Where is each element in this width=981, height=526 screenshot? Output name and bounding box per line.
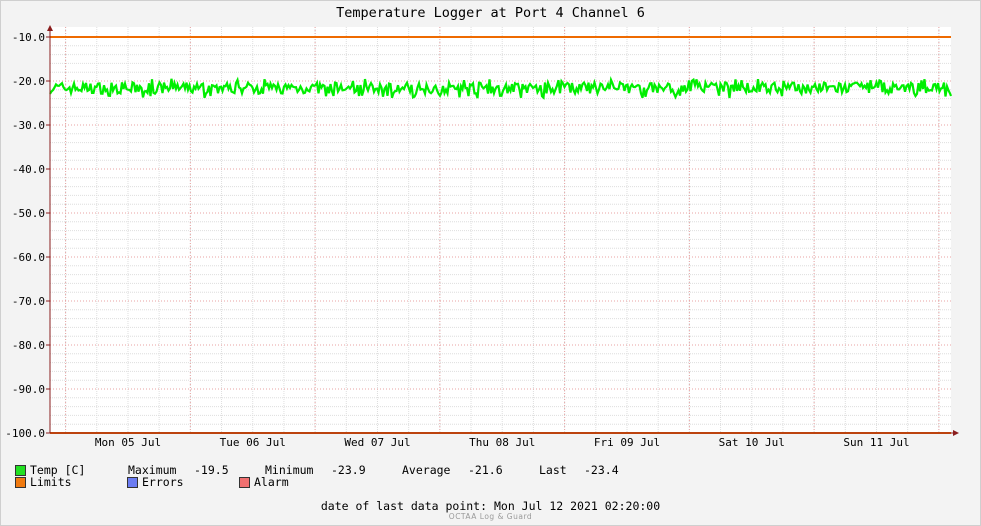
maximum-value: -19.5 xyxy=(194,463,229,477)
temp-legend-swatch xyxy=(15,465,26,476)
x-tick-label: Sun 11 Jul xyxy=(843,436,909,449)
chart-title: Temperature Logger at Port 4 Channel 6 xyxy=(336,5,645,21)
x-tick-label: Fri 09 Jul xyxy=(594,436,660,449)
average-value: -21.6 xyxy=(468,463,503,477)
last-label: Last xyxy=(539,463,567,477)
x-tick-label: Wed 07 Jul xyxy=(344,436,410,449)
last-data-point-label: date of last data point: xyxy=(320,499,488,513)
y-tick-label: -80.0 xyxy=(12,339,45,352)
last-data-point-value: Mon Jul 12 2021 02:20:00 xyxy=(493,499,661,513)
y-tick-label: -50.0 xyxy=(12,207,45,220)
y-axis-arrow xyxy=(47,25,53,31)
x-tick-label: Tue 06 Jul xyxy=(220,436,286,449)
y-tick-label: -90.0 xyxy=(12,383,45,396)
temp-series-line xyxy=(49,75,953,100)
y-tick-label: -60.0 xyxy=(12,251,45,264)
temp-legend-label: Temp [C] xyxy=(30,463,86,477)
alarm-legend-label: Alarm xyxy=(254,475,289,489)
minimum-label: Minimum xyxy=(265,463,314,477)
x-axis-arrow xyxy=(953,430,959,436)
minimum-value: -23.9 xyxy=(331,463,366,477)
y-tick-label: -100.0 xyxy=(5,427,45,440)
y-tick-label: -20.0 xyxy=(12,75,45,88)
x-tick-label: Sat 10 Jul xyxy=(719,436,785,449)
y-tick-label: -10.0 xyxy=(12,31,45,44)
errors-legend-swatch xyxy=(127,477,138,488)
limits-legend-label: Limits xyxy=(30,475,72,489)
y-tick-label: -40.0 xyxy=(12,163,45,176)
y-tick-label: -70.0 xyxy=(12,295,45,308)
limits-legend-swatch xyxy=(15,477,26,488)
last-value: -23.4 xyxy=(584,463,619,477)
alarm-legend-swatch xyxy=(239,477,250,488)
average-label: Average xyxy=(402,463,451,477)
maximum-label: Maximum xyxy=(128,463,177,477)
watermark: OCTAA Log & Guard xyxy=(448,512,533,521)
y-tick-label: -30.0 xyxy=(12,119,45,132)
x-tick-label: Thu 08 Jul xyxy=(469,436,535,449)
last-data-point: date of last data point: Mon Jul 12 2021… xyxy=(0,499,981,513)
errors-legend-label: Errors xyxy=(142,475,184,489)
x-tick-label: Mon 05 Jul xyxy=(95,436,161,449)
